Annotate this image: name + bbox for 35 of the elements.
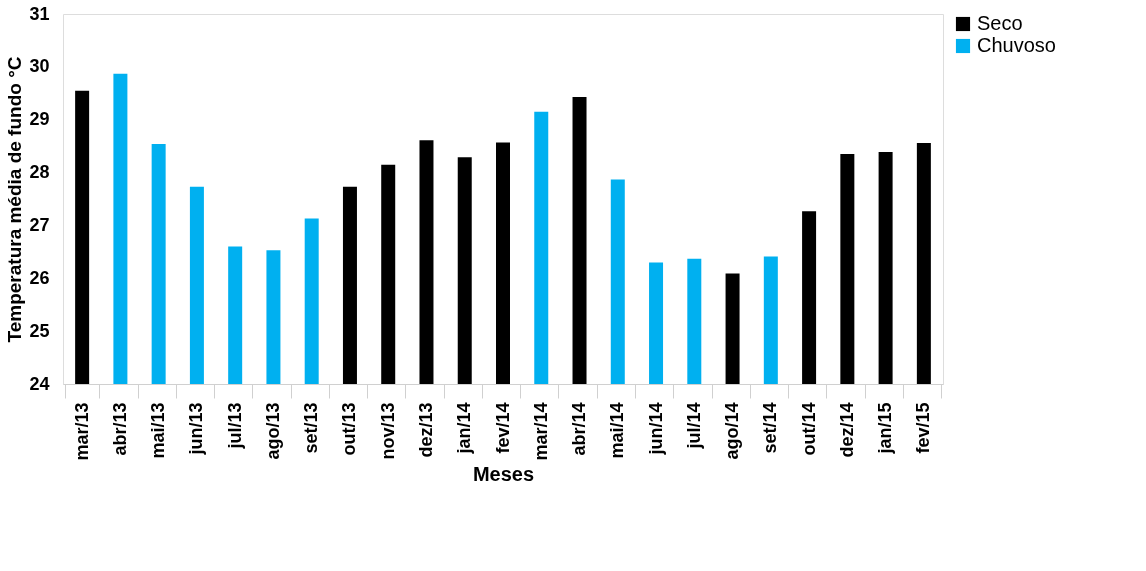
x-tick-label: jan/15 bbox=[875, 402, 896, 455]
x-tick-label: ago/13 bbox=[262, 402, 283, 460]
x-tick-label: mar/13 bbox=[71, 402, 92, 461]
legend-label: Chuvoso bbox=[977, 34, 1056, 56]
x-tick-label: mai/14 bbox=[607, 402, 628, 459]
x-tick-label: set/13 bbox=[301, 402, 322, 454]
x-axis-title: Meses bbox=[472, 462, 535, 485]
x-tick-label: fev/14 bbox=[492, 402, 513, 454]
x-tick-label: jun/13 bbox=[186, 402, 207, 456]
x-tick-label: set/14 bbox=[760, 402, 781, 454]
y-tick-label: 27 bbox=[29, 214, 50, 235]
y-tick-label: 29 bbox=[29, 109, 50, 130]
x-tick-label: jul/13 bbox=[224, 402, 245, 450]
legend-label: Seco bbox=[977, 12, 1023, 34]
x-tick-label: jul/14 bbox=[683, 402, 704, 450]
x-tick-label: jun/14 bbox=[645, 402, 666, 456]
x-tick-label: jan/14 bbox=[454, 402, 475, 455]
x-tick-label: mai/13 bbox=[148, 402, 169, 459]
x-tick-label: fev/15 bbox=[913, 402, 934, 454]
y-tick-label: 26 bbox=[29, 267, 50, 288]
x-tick-label: dez/14 bbox=[836, 402, 857, 458]
x-tick-label: nov/13 bbox=[377, 402, 398, 460]
x-tick-label: mar/14 bbox=[530, 402, 551, 461]
y-tick-label: 25 bbox=[29, 320, 50, 341]
y-axis-title: Temperatura média de fundo °C bbox=[4, 56, 26, 343]
y-tick-label: 30 bbox=[29, 56, 50, 77]
y-tick-label: 24 bbox=[29, 373, 50, 394]
x-tick-label: ago/14 bbox=[722, 402, 743, 460]
y-tick-label: 28 bbox=[29, 162, 50, 183]
x-tick-label: abr/14 bbox=[569, 402, 590, 456]
y-tick-label: 31 bbox=[29, 3, 50, 24]
x-tick-label: out/14 bbox=[798, 402, 819, 456]
x-tick-label: abr/13 bbox=[109, 402, 130, 456]
x-tick-label: dez/13 bbox=[415, 402, 436, 458]
x-tick-label: out/13 bbox=[339, 402, 360, 456]
